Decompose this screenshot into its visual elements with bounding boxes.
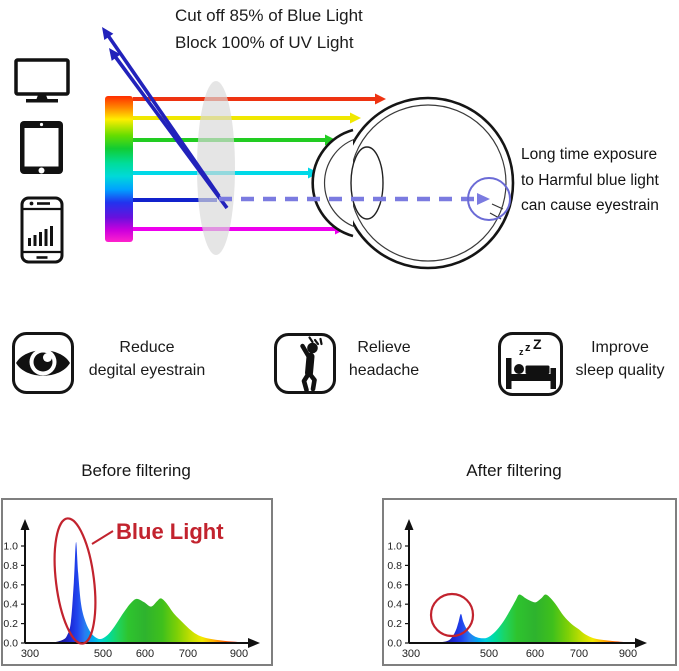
x-tick-label: 500 [94, 648, 112, 660]
retina-highlight-circle [467, 177, 511, 221]
y-tick-label: 1.0 [387, 541, 402, 553]
y-tick-label: 0.6 [387, 579, 402, 591]
headache-icon [274, 333, 336, 394]
svg-text:z: z [525, 342, 531, 354]
light-rays [133, 93, 386, 235]
spectrum-area [435, 594, 633, 643]
y-tick-label: 0.6 [3, 579, 18, 591]
y-tick-label: 1.0 [3, 541, 18, 553]
chart-title-after: After filtering [466, 461, 562, 480]
tablet-icon [20, 121, 63, 174]
header-claims: Cut off 85% of Blue Light Block 100% of … [175, 2, 363, 56]
monitor-icon [14, 58, 70, 103]
annotation-connector [91, 530, 114, 545]
chart-after-box: 0.0 0.2 0.4 0.6 0.8 1.0 300 500 600 700 900 [382, 498, 677, 666]
uv-reflection-arrows [102, 27, 229, 210]
arrowhead [325, 134, 336, 146]
svg-text:Z: Z [533, 336, 542, 352]
y-axis-arrow [404, 519, 414, 530]
y-tick-label: 0.0 [3, 638, 18, 650]
spectrum-bar [105, 96, 133, 242]
signal-bars-glyph [28, 226, 53, 246]
y-axis-arrow [20, 519, 30, 530]
blue-light-highlight-ellipse [53, 517, 97, 645]
spectrum-chart-after: 0.0 0.2 0.4 0.6 0.8 1.0 300 500 600 700 900 [387, 519, 647, 660]
x-axis-arrow [248, 638, 260, 648]
light-path-diagram [102, 27, 515, 270]
blue-light-highlight-circle [429, 592, 475, 638]
cornea-outline [311, 128, 354, 238]
y-tick-label: 0.4 [3, 599, 18, 611]
reflected-uv-arrow [112, 53, 229, 210]
claim-blue-light: Cut off 85% of Blue Light [175, 6, 363, 25]
chart-title-before: Before filtering [81, 461, 191, 480]
x-tick-label: 700 [570, 648, 588, 660]
x-tick-label: 500 [480, 648, 498, 660]
x-tick-label: 600 [526, 648, 544, 660]
arrowhead [109, 48, 121, 61]
x-tick-label: 300 [402, 648, 420, 660]
x-tick-label: 900 [619, 648, 637, 660]
exposure-note-line: can cause eyestrain [521, 197, 659, 214]
y-tick-label: 0.4 [387, 599, 402, 611]
exposure-note-line: to Harmful blue light [521, 171, 659, 189]
arrowhead [350, 112, 361, 124]
sleep-icon: z z Z [498, 332, 563, 396]
spectrum-area [51, 542, 255, 643]
benefit-label-headache: Relieve headache [348, 339, 420, 379]
exposure-note: Long time exposure to Harmful blue light… [521, 142, 679, 219]
arrowhead [102, 27, 114, 40]
y-tick-label: 0.2 [387, 618, 402, 630]
eye-lens-outline [350, 146, 384, 220]
smartphone-icon [20, 196, 64, 264]
x-tick-label: 700 [179, 648, 197, 660]
arrowhead [477, 193, 490, 205]
exposure-note-line: Long time exposure [521, 146, 658, 163]
x-tick-label: 600 [136, 648, 154, 660]
y-tick-label: 0.8 [3, 560, 18, 572]
y-tick-label: 0.0 [387, 638, 402, 650]
spectrum-chart-before: 0.0 0.2 0.4 0.6 0.8 1.0 300 500 600 700 900 Blue Li… [3, 517, 260, 660]
eye-diagram [311, 96, 515, 270]
lens-icon [197, 81, 235, 255]
blue-light-annotation: Blue Light [116, 519, 224, 544]
arrowhead [375, 93, 386, 105]
eye-icon [12, 332, 74, 394]
claim-uv-light: Block 100% of UV Light [175, 33, 354, 52]
x-tick-label: 900 [230, 648, 248, 660]
blue-light-ray-dashed [219, 193, 490, 205]
benefit-label-sleep: Improve sleep quality [575, 339, 665, 379]
svg-text:z: z [519, 347, 524, 357]
x-axis-arrow [635, 638, 647, 648]
y-tick-label: 0.2 [3, 618, 18, 630]
benefit-label-eyestrain: Reduce degital eyestrain [88, 339, 206, 379]
x-tick-label: 300 [21, 648, 39, 660]
chart-before-box: 0.0 0.2 0.4 0.6 0.8 1.0 300 500 600 700 900 Blue Li… [1, 498, 273, 666]
y-tick-label: 0.8 [387, 560, 402, 572]
